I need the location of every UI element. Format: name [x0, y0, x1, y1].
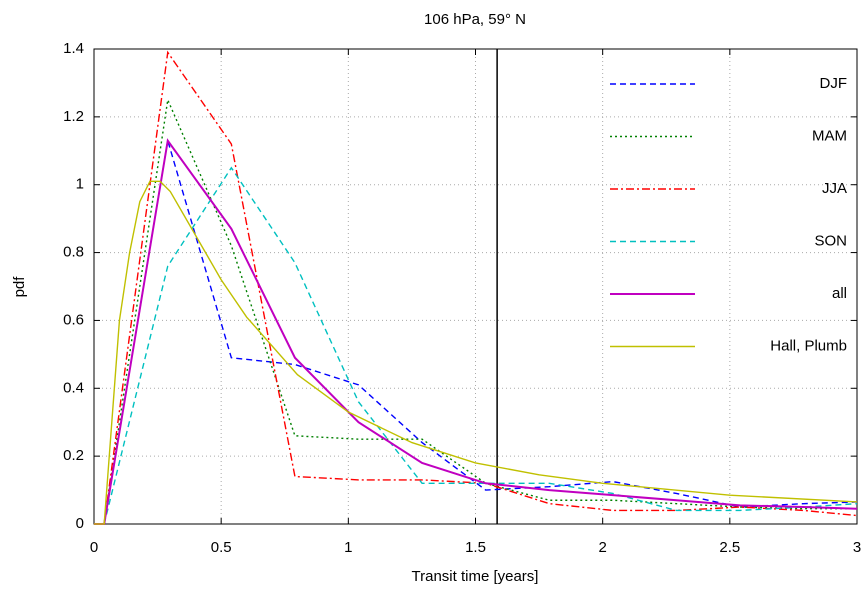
x-tick-label: 2.5: [719, 539, 740, 556]
y-tick-label: 1.2: [63, 108, 84, 125]
legend-label: JJA: [822, 180, 847, 197]
series-line: [94, 97, 857, 525]
x-tick-label: 1.5: [465, 539, 486, 556]
y-tick-label: 0.2: [63, 447, 84, 464]
x-tick-label: 1: [344, 539, 352, 556]
x-tick-label: 3: [853, 539, 861, 556]
legend-label: all: [832, 285, 847, 302]
y-axis-label: pdf: [11, 276, 28, 298]
series-line: [94, 180, 858, 525]
x-axis-label: Transit time [years]: [412, 568, 539, 585]
y-tick-label: 0.8: [63, 244, 84, 261]
plot-frame: [93, 48, 858, 525]
series-line: [94, 140, 858, 525]
x-tick-label: 2: [598, 539, 606, 556]
x-tick-label: 0: [90, 539, 98, 556]
series-line: [94, 138, 858, 525]
legend-label: MAM: [812, 127, 847, 144]
y-tick-label: 0.6: [63, 311, 84, 328]
series-line: [94, 166, 858, 525]
legend-label: DJF: [820, 75, 848, 92]
chart-title: 106 hPa, 59° N: [424, 11, 526, 28]
y-tick-label: 1: [76, 176, 84, 193]
y-tick-label: 1.4: [63, 40, 84, 57]
y-tick-label: 0: [76, 515, 84, 532]
x-tick-label: 0.5: [211, 539, 232, 556]
y-tick-label: 0.4: [63, 379, 84, 396]
legend-label: SON: [814, 232, 847, 249]
legend-label: Hall, Plumb: [770, 337, 847, 354]
series-line: [94, 50, 858, 525]
